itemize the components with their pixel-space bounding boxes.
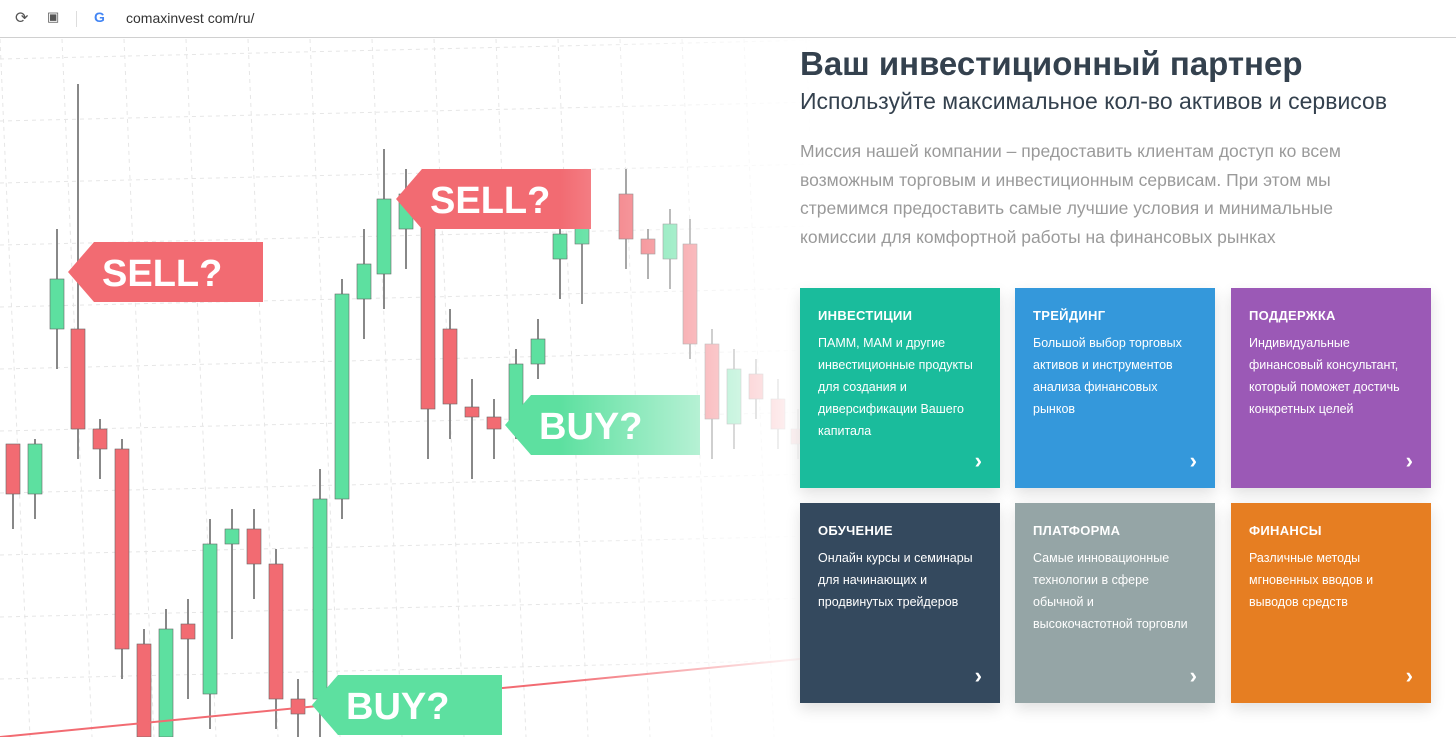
card-title: ТРЕЙДИНГ (1033, 308, 1106, 323)
card-text: Различные методы мгновенных вводов и выв… (1249, 551, 1374, 609)
card-trading[interactable]: ТРЕЙДИНГ Большой выбор торговых активов … (1015, 288, 1215, 488)
chevron-right-icon[interactable]: › (1405, 663, 1413, 688)
sell-tag (396, 169, 591, 229)
card-text: ПАММ, МАМ и другие инвестиционные продук… (818, 336, 973, 438)
candle-body (486, 416, 502, 430)
candle-body (158, 628, 174, 737)
card-text: Индивидуальные финансовый консультант, к… (1249, 336, 1400, 416)
candle-body (136, 643, 152, 737)
chevron-right-icon[interactable]: › (974, 448, 982, 473)
reload-icon[interactable]: ⟳ (15, 10, 29, 27)
candle-body (5, 443, 21, 495)
grid-line (371, 39, 403, 737)
card-title: ПЛАТФОРМА (1033, 523, 1121, 538)
chevron-right-icon[interactable]: › (1189, 448, 1197, 473)
buy-tag (312, 675, 502, 735)
card-title: ОБУЧЕНИЕ (818, 523, 893, 538)
card-text: Самые инновационные технологии в сфере о… (1033, 551, 1188, 631)
apps-icon[interactable]: ▣ (47, 9, 60, 24)
page-subtitle: Используйте максимальное кол-во активов … (800, 88, 1388, 114)
candle-body (356, 263, 372, 300)
card-title: ПОДДЕРЖКА (1249, 308, 1336, 323)
candle-body (464, 406, 480, 418)
card-title: ФИНАНСЫ (1249, 523, 1322, 538)
candle-body (334, 293, 350, 500)
card-text: Онлайн курсы и семинары для начинающих и… (818, 551, 973, 609)
candle-body (442, 328, 458, 405)
card-education[interactable]: ОБУЧЕНИЕ Онлайн курсы и семинары для нач… (800, 503, 1000, 703)
card-platform[interactable]: ПЛАТФОРМА Самые инновационные технологии… (1015, 503, 1215, 703)
candle-body (246, 528, 262, 565)
card-title: ИНВЕСТИЦИИ (818, 308, 913, 323)
sell-tag (68, 242, 263, 302)
candle-body (420, 223, 436, 410)
card-investments[interactable]: ИНВЕСТИЦИИ ПАММ, МАМ и другие инвестицио… (800, 288, 1000, 488)
candle-body (268, 563, 284, 700)
card-finance[interactable]: ФИНАНСЫ Различные методы мгновенных ввод… (1231, 503, 1431, 703)
divider (76, 11, 77, 27)
card-support[interactable]: ПОДДЕРЖКА Индивидуальные финансовый конс… (1231, 288, 1431, 488)
candle-body (70, 328, 86, 430)
page-title: Ваш инвестиционный партнер (800, 45, 1303, 82)
grid-line (0, 39, 31, 737)
browser-toolbar: ⟳ ▣ G comaxinvest com/ru/ (0, 0, 1456, 38)
chevron-right-icon[interactable]: › (1405, 448, 1413, 473)
hero-section: SELL?SELL?BUY?BUY?84.50 Ваш инвестиционн… (0, 39, 1456, 737)
buy-label: BUY? (346, 686, 449, 728)
candle-body (92, 428, 108, 450)
sell-label: SELL? (102, 253, 222, 295)
address-bar[interactable]: comaxinvest com/ru/ (126, 10, 255, 26)
candle-body (530, 338, 546, 365)
candle-body (224, 528, 240, 545)
mission-text: Миссия нашей компании – предоставить кли… (800, 141, 1341, 247)
chevron-right-icon[interactable]: › (1189, 663, 1197, 688)
candle-body (114, 448, 130, 650)
candle-body (376, 198, 392, 275)
candle-body (202, 543, 218, 695)
card-text: Большой выбор торговых активов и инструм… (1033, 336, 1182, 416)
chevron-right-icon[interactable]: › (974, 663, 982, 688)
sell-label: SELL? (430, 180, 550, 222)
candle-body (27, 443, 43, 495)
candle-body (312, 498, 328, 700)
google-icon: G (94, 9, 105, 25)
candle-body (49, 278, 65, 330)
candle-body (180, 623, 196, 640)
